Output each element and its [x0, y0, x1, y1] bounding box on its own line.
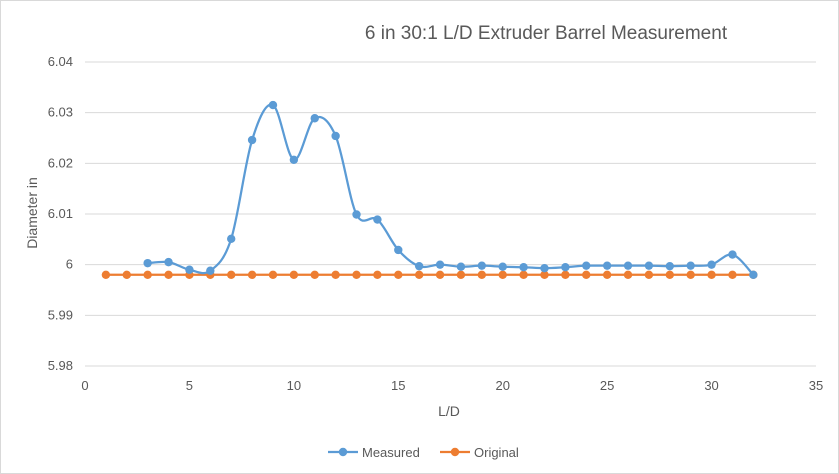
- data-point-measured: [268, 100, 278, 110]
- y-tick-label: 5.99: [48, 307, 73, 322]
- data-point-original: [143, 270, 152, 279]
- data-point-original: [164, 270, 173, 279]
- legend-item-measured: Measured: [328, 445, 420, 460]
- data-point-measured: [456, 262, 466, 271]
- x-tick-label: 35: [809, 378, 823, 393]
- data-point-original: [540, 270, 549, 279]
- series-line-measured: [147, 103, 755, 276]
- data-point-original: [414, 270, 424, 279]
- legend-marker: [338, 447, 348, 457]
- data-point-measured: [540, 264, 549, 273]
- data-point-measured: [728, 250, 737, 259]
- data-point-measured: [247, 135, 257, 145]
- data-point-measured: [289, 155, 299, 164]
- data-point-original: [519, 270, 528, 279]
- y-tick-label: 6.01: [48, 206, 73, 221]
- data-point-original: [247, 270, 257, 279]
- data-point-original: [602, 270, 612, 279]
- data-point-original: [310, 270, 319, 279]
- data-point-original: [498, 270, 507, 279]
- data-point-original: [331, 270, 340, 279]
- data-point-measured: [352, 210, 361, 219]
- data-point-measured: [310, 114, 319, 123]
- data-point-original: [728, 270, 737, 279]
- data-point-measured: [414, 261, 424, 271]
- data-point-original: [644, 270, 654, 279]
- data-point-original: [101, 270, 111, 279]
- data-point-measured: [749, 270, 758, 279]
- data-point-measured: [435, 260, 445, 269]
- legend-label: Original: [474, 445, 519, 460]
- legend-marker: [450, 447, 460, 457]
- x-axis-title: L/D: [438, 403, 460, 419]
- data-point-original: [477, 270, 487, 279]
- data-point-measured: [686, 261, 695, 270]
- data-point-measured: [498, 262, 507, 271]
- y-axis-title: Diameter in: [24, 177, 40, 249]
- data-point-measured: [561, 263, 570, 272]
- plot-series: [101, 100, 758, 279]
- data-point-original: [623, 270, 633, 279]
- x-tick-label: 5: [186, 378, 193, 393]
- data-point-measured: [206, 266, 215, 275]
- data-point-measured: [623, 261, 633, 270]
- legend-label: Measured: [362, 445, 420, 460]
- legend-item-original: Original: [440, 445, 519, 460]
- data-point-original: [268, 270, 278, 279]
- gridlines: [85, 61, 816, 367]
- data-point-measured: [331, 131, 340, 141]
- chart-title: 6 in 30:1 L/D Extruder Barrel Measuremen…: [365, 23, 728, 44]
- x-tick-label: 25: [600, 378, 614, 393]
- data-point-original: [686, 270, 695, 279]
- y-axis-ticks: 5.98 5.99 6 6.01 6.02 6.03 6.04: [48, 54, 73, 373]
- series-measured: [143, 100, 758, 279]
- data-point-measured: [164, 257, 173, 267]
- data-point-measured: [477, 261, 487, 270]
- data-point-measured: [394, 245, 403, 255]
- x-tick-label: 20: [495, 378, 509, 393]
- data-point-measured: [143, 258, 152, 268]
- data-point-original: [707, 270, 716, 279]
- x-tick-label: 30: [704, 378, 718, 393]
- data-point-measured: [665, 261, 674, 271]
- data-point-original: [582, 270, 591, 279]
- legend: Measured Original: [328, 445, 519, 460]
- data-point-measured: [582, 261, 591, 270]
- data-point-original: [665, 270, 674, 279]
- data-point-original: [289, 270, 299, 279]
- data-point-original: [394, 270, 403, 279]
- data-point-measured: [519, 263, 528, 272]
- data-point-measured: [185, 265, 194, 274]
- data-point-original: [122, 270, 131, 279]
- y-tick-label: 6.03: [48, 105, 73, 120]
- y-tick-label: 6: [66, 257, 73, 272]
- data-point-original: [352, 270, 361, 279]
- y-tick-label: 6.04: [48, 54, 73, 69]
- data-point-measured: [227, 234, 236, 244]
- x-tick-label: 0: [81, 378, 88, 393]
- data-point-original: [456, 270, 466, 279]
- data-point-original: [227, 270, 236, 279]
- x-tick-label: 15: [391, 378, 405, 393]
- y-tick-label: 5.98: [48, 358, 73, 373]
- x-tick-label: 10: [287, 378, 301, 393]
- data-point-measured: [602, 261, 612, 270]
- y-tick-label: 6.02: [48, 155, 73, 170]
- data-point-original: [435, 270, 445, 279]
- data-point-original: [373, 270, 382, 279]
- data-point-original: [561, 270, 570, 279]
- x-axis-ticks: 0 5 10 15 20 25 30 35: [81, 378, 823, 393]
- data-point-measured: [373, 215, 382, 224]
- data-point-measured: [707, 260, 716, 269]
- data-point-measured: [644, 261, 654, 270]
